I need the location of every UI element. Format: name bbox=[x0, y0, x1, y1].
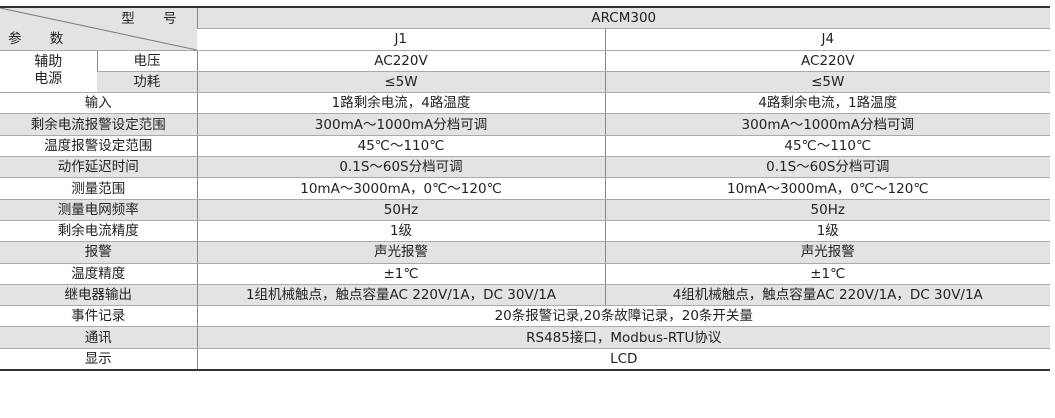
j1-value: 45℃～110℃ bbox=[196, 135, 605, 158]
j1-value: 0.1S～60S分档可调 bbox=[196, 156, 605, 179]
j1-value: 10mA～3000mA，0℃～120℃ bbox=[196, 177, 605, 200]
j4-value: 300mA～1000mA分档可调 bbox=[604, 113, 1051, 136]
j4-value: 0.1S～60S分档可调 bbox=[604, 156, 1051, 179]
aux-power-line2: 电源 bbox=[34, 71, 63, 88]
j4-value: AC220V bbox=[604, 50, 1051, 72]
param-name: 显示 bbox=[0, 348, 197, 371]
param-name: 报警 bbox=[0, 241, 197, 264]
table-row: 剩余电流报警设定范围 300mA～1000mA分档可调 300mA～1000mA分档… bbox=[0, 113, 1051, 136]
table-row: 测量范围 10mA～3000mA，0℃～120℃ 10mA～3000mA，0℃～12… bbox=[0, 177, 1051, 200]
j1-value: 声光报警 bbox=[196, 241, 605, 264]
table-row: 温度报警设定范围 45℃～110℃ 45℃～110℃ bbox=[0, 135, 1051, 158]
variant-j4: J4 bbox=[604, 28, 1051, 51]
j4-value: 声光报警 bbox=[604, 241, 1051, 264]
param-name: 温度精度 bbox=[0, 263, 197, 285]
j1-value: 300mA～1000mA分档可调 bbox=[196, 113, 605, 136]
param-name: 输入 bbox=[0, 92, 197, 115]
j1-value: ±1℃ bbox=[196, 263, 605, 285]
j4-value: 4组机械触点，触点容量AC 220V/1A，DC 30V/1A bbox=[604, 284, 1051, 307]
table-row: 温度精度 ±1℃ ±1℃ bbox=[0, 263, 1051, 285]
model-name: ARCM300 bbox=[196, 7, 1051, 30]
diagonal-line bbox=[0, 8, 197, 50]
j4-value: 50Hz bbox=[604, 199, 1051, 221]
j1-value: 50Hz bbox=[196, 199, 605, 221]
table-row: 动作延迟时间 0.1S～60S分档可调 0.1S～60S分档可调 bbox=[0, 156, 1051, 179]
aux-power-label: 辅助 电源 bbox=[0, 50, 97, 94]
header-corner-cell: 型 号 参 数 bbox=[0, 7, 197, 51]
table-row: 剩余电流精度 1级 1级 bbox=[0, 220, 1051, 243]
j1-value: 1组机械触点，触点容量AC 220V/1A，DC 30V/1A bbox=[196, 284, 605, 307]
param-name: 事件记录 bbox=[0, 305, 197, 328]
table-row: 测量电网频率 50Hz 50Hz bbox=[0, 199, 1051, 221]
param-name: 继电器输出 bbox=[0, 284, 197, 307]
j1-value: ≤5W bbox=[196, 71, 605, 94]
param-name: 动作延迟时间 bbox=[0, 156, 197, 179]
param-name: 测量范围 bbox=[0, 177, 197, 200]
model-label: 型 号 bbox=[121, 11, 189, 27]
j4-value: ≤5W bbox=[604, 71, 1051, 94]
shared-value: 20条报警记录,20条故障记录，20条开关量 bbox=[196, 305, 1051, 328]
table-row: 显示 LCD bbox=[0, 348, 1051, 371]
shared-value: LCD bbox=[196, 348, 1051, 371]
j4-value: 45℃～110℃ bbox=[604, 135, 1051, 158]
table-row: 继电器输出 1组机械触点，触点容量AC 220V/1A，DC 30V/1A 4组机械… bbox=[0, 284, 1051, 307]
param-name: 通讯 bbox=[0, 326, 197, 349]
aux-power-line1: 辅助 bbox=[34, 54, 63, 71]
j4-value: ±1℃ bbox=[604, 263, 1051, 285]
j1-value: 1级 bbox=[196, 220, 605, 243]
j4-value: 4路剩余电流，1路温度 bbox=[604, 92, 1051, 115]
shared-value: RS485接口，Modbus-RTU协议 bbox=[196, 326, 1051, 349]
param-name: 电压 bbox=[96, 50, 197, 72]
table-row: 报警 声光报警 声光报警 bbox=[0, 241, 1051, 264]
j4-value: 1级 bbox=[604, 220, 1051, 243]
table-row: 事件记录 20条报警记录,20条故障记录，20条开关量 bbox=[0, 305, 1051, 328]
table-row: 通讯 RS485接口，Modbus-RTU协议 bbox=[0, 326, 1051, 349]
j1-value: 1路剩余电流，4路温度 bbox=[196, 92, 605, 115]
spec-table: 型 号 参 数 ARCM300 J1 J4 辅助 电源 电压 AC220V AC2… bbox=[0, 6, 1051, 372]
j4-value: 10mA～3000mA，0℃～120℃ bbox=[604, 177, 1051, 200]
param-name: 剩余电流精度 bbox=[0, 220, 197, 243]
table-row: 输入 1路剩余电流，4路温度 4路剩余电流，1路温度 bbox=[0, 92, 1051, 115]
param-label: 参 数 bbox=[8, 30, 76, 47]
variant-j1: J1 bbox=[197, 28, 605, 51]
param-name: 测量电网频率 bbox=[0, 199, 197, 221]
param-name: 剩余电流报警设定范围 bbox=[0, 113, 197, 136]
param-name: 温度报警设定范围 bbox=[0, 135, 197, 158]
j1-value: AC220V bbox=[196, 50, 605, 72]
param-name: 功耗 bbox=[97, 71, 197, 94]
